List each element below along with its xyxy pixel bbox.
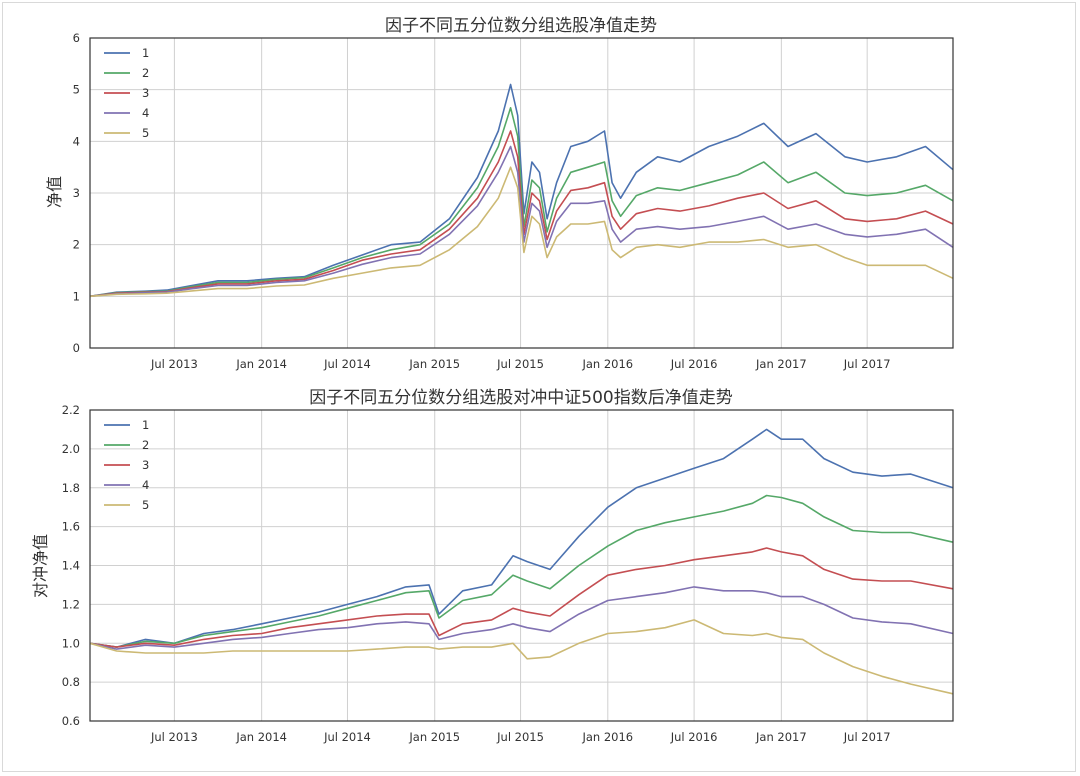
y-tick-label: 5 (73, 83, 80, 97)
x-tick-label: Jul 2015 (496, 357, 544, 371)
x-tick-label: Jan 2017 (755, 357, 807, 371)
legend-label: 2 (142, 66, 149, 80)
x-tick-label: Jul 2016 (670, 730, 718, 744)
y-axis-label: 对冲净值 (31, 534, 50, 598)
x-tick-label: Jan 2015 (408, 357, 460, 371)
y-tick-label: 1.6 (62, 520, 80, 534)
series-line-4 (89, 145, 954, 298)
legend: 1 2 3 4 5 (104, 418, 149, 512)
y-tick-label: 0 (73, 341, 80, 355)
chart-hedged-net-value: 因子不同五分位数分组选股对冲中证500指数后净值走势 对冲净值 0.6 0.8 1.… (31, 388, 954, 744)
series-line-2 (89, 494, 954, 648)
legend-label: 4 (142, 478, 149, 492)
y-tick-label: 2.0 (62, 442, 80, 456)
legend: 1 2 3 4 5 (104, 46, 149, 140)
y-tick-label: 0.6 (62, 714, 80, 728)
x-tick-label: Jul 2015 (496, 730, 544, 744)
legend-label: 5 (142, 498, 149, 512)
x-tick-label: Jul 2013 (150, 357, 198, 371)
legend-label: 1 (142, 46, 149, 60)
y-tick-label: 1.0 (62, 636, 80, 650)
chart-net-value: 因子不同五分位数分组选股净值走势 净值 0 1 2 3 4 5 6 Jul 2013 Jan 2… (45, 16, 954, 371)
x-tick-label: Jul 2013 (150, 730, 198, 744)
legend-label: 3 (142, 458, 149, 472)
y-tick-label: 2.2 (62, 403, 80, 417)
plot-area-border (89, 37, 954, 349)
plot-area-border (89, 409, 954, 722)
y-tick-label: 1.2 (62, 597, 80, 611)
legend-label: 2 (142, 438, 149, 452)
y-tick-label: 2 (73, 238, 80, 252)
x-tick-label: Jan 2016 (581, 730, 633, 744)
x-tick-label: Jan 2014 (235, 730, 287, 744)
x-tick-label: Jul 2014 (323, 357, 371, 371)
x-tick-label: Jan 2016 (581, 357, 633, 371)
y-tick-label: 6 (73, 31, 80, 45)
series-line-3 (89, 130, 954, 298)
y-tick-label: 4 (73, 134, 80, 148)
series-line-4 (89, 586, 954, 650)
y-tick-label: 1.4 (62, 559, 80, 573)
legend-label: 4 (142, 106, 149, 120)
y-tick-label: 1.8 (62, 481, 80, 495)
legend-label: 5 (142, 126, 149, 140)
series-line-1 (89, 83, 954, 298)
grid (90, 409, 953, 722)
x-tick-label: Jan 2017 (755, 730, 807, 744)
series-line-2 (89, 107, 954, 298)
series-line-1 (89, 428, 954, 648)
y-tick-label: 0.8 (62, 675, 80, 689)
y-axis-label: 净值 (45, 176, 64, 208)
series-line-3 (89, 547, 954, 648)
x-tick-label: Jan 2015 (408, 730, 460, 744)
x-tick-label: Jul 2017 (843, 357, 891, 371)
x-tick-label: Jan 2014 (235, 357, 287, 371)
x-tick-label: Jul 2014 (323, 730, 371, 744)
legend-label: 1 (142, 418, 149, 432)
legend-label: 3 (142, 86, 149, 100)
chart-title: 因子不同五分位数分组选股对冲中证500指数后净值走势 (309, 388, 732, 408)
series-line-5 (89, 619, 954, 695)
chart-title: 因子不同五分位数分组选股净值走势 (385, 16, 657, 36)
y-tick-label: 1 (73, 289, 80, 303)
x-tick-label: Jul 2016 (670, 357, 718, 371)
series-line-5 (89, 166, 954, 298)
x-tick-label: Jul 2017 (843, 730, 891, 744)
y-tick-label: 3 (73, 186, 80, 200)
